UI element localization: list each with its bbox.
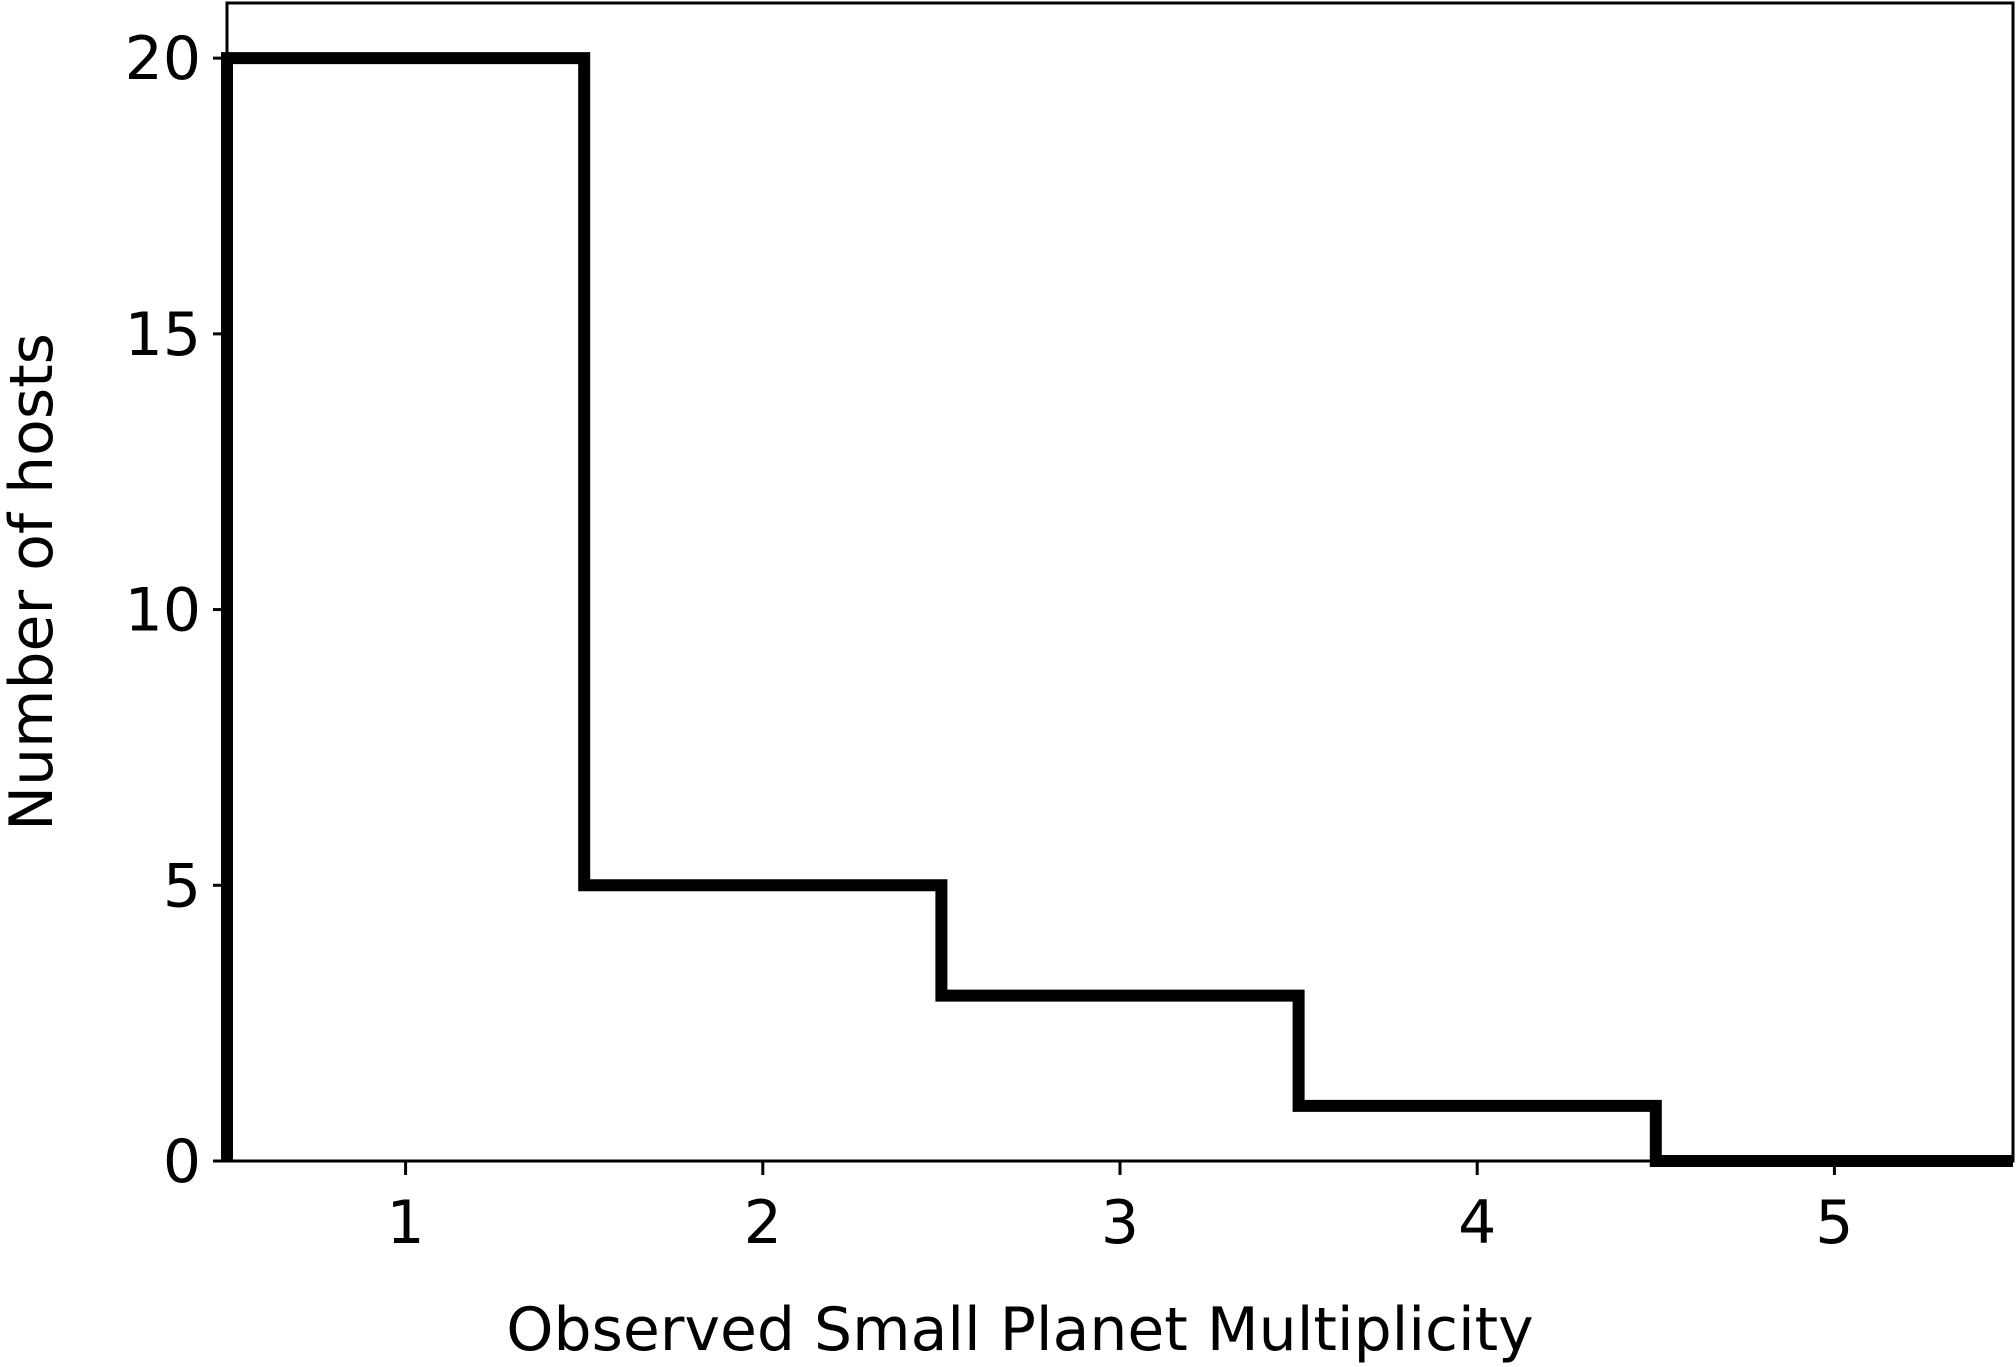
y-tick-label: 15 — [125, 300, 201, 370]
histogram-step-line — [221, 52, 2013, 1167]
y-tick-label: 20 — [125, 24, 201, 94]
x-tick-label: 3 — [1101, 1188, 1139, 1258]
y-tick-label: 5 — [163, 851, 201, 921]
y-tick-label: 10 — [125, 576, 201, 646]
x-axis-ticks: 1 2 3 4 5 — [387, 1161, 1853, 1258]
x-tick-label: 5 — [1815, 1188, 1853, 1258]
x-tick-label: 4 — [1458, 1188, 1496, 1258]
x-axis-title: Observed Small Planet Multiplicity — [506, 1295, 1533, 1365]
plot-frame — [225, 1, 2015, 1163]
x-tick-label: 2 — [744, 1188, 782, 1258]
y-axis-title: Number of hosts — [0, 333, 67, 831]
x-tick-label: 1 — [387, 1188, 425, 1258]
y-tick-label: 0 — [163, 1127, 201, 1197]
y-axis-ticks: 0 5 10 15 20 — [125, 24, 227, 1197]
